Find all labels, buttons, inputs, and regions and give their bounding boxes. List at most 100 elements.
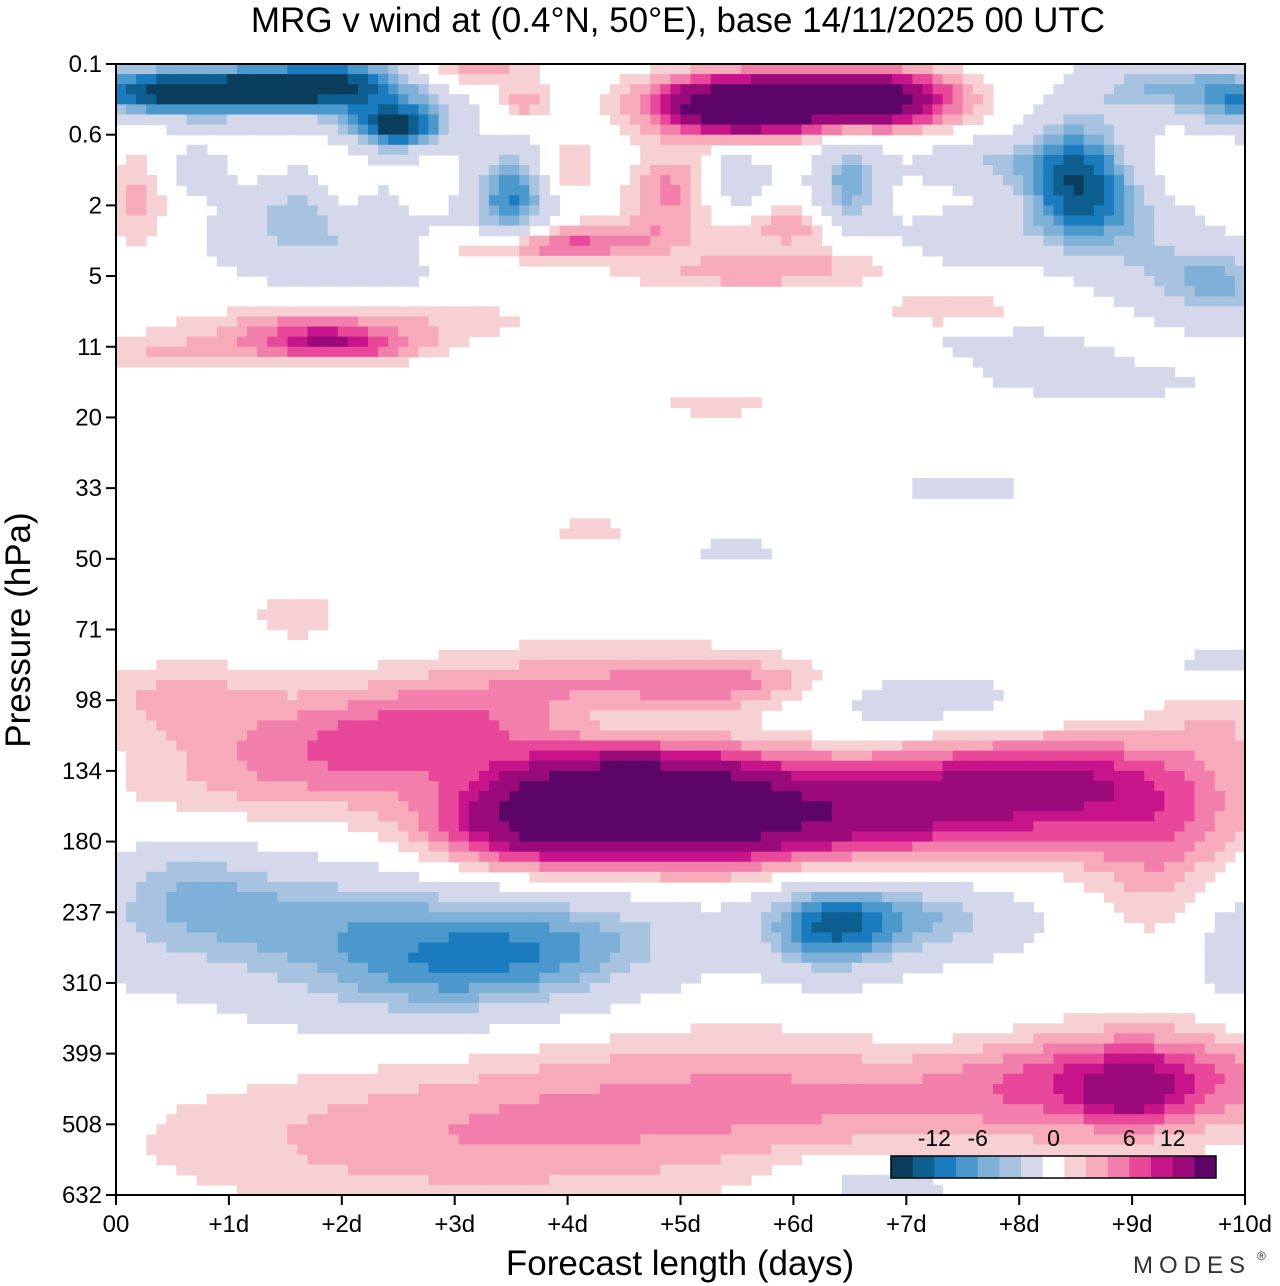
field-cell xyxy=(761,740,772,752)
field-cell xyxy=(1224,750,1236,762)
field-cell xyxy=(277,245,288,257)
field-cell xyxy=(761,791,772,802)
field-cell xyxy=(1214,64,1226,75)
field-cell xyxy=(398,205,409,217)
field-cell xyxy=(468,659,480,671)
field-cell xyxy=(398,225,409,237)
field-cell xyxy=(206,942,218,954)
field-cell xyxy=(992,932,1004,944)
field-cell xyxy=(710,84,722,95)
field-cell xyxy=(1033,164,1044,176)
field-cell xyxy=(146,326,157,338)
field-cell xyxy=(932,488,944,499)
field-cell xyxy=(337,770,349,782)
field-cell xyxy=(922,164,934,176)
field-cell xyxy=(368,700,379,711)
field-cell xyxy=(630,245,641,257)
field-cell xyxy=(337,679,349,691)
field-cell xyxy=(609,649,621,661)
field-cell xyxy=(116,195,127,206)
field-cell xyxy=(882,851,893,863)
field-cell xyxy=(690,932,702,944)
field-cell xyxy=(892,861,903,873)
field-cell xyxy=(1184,791,1196,802)
field-cell xyxy=(529,175,540,186)
field-cell xyxy=(438,841,450,853)
field-cell xyxy=(277,871,288,883)
field-cell xyxy=(811,770,823,782)
field-cell xyxy=(640,770,651,782)
field-cell xyxy=(549,225,561,237)
field-cell xyxy=(297,801,309,812)
field-cell xyxy=(357,235,369,247)
field-cell xyxy=(882,154,893,166)
field-cell xyxy=(1164,286,1176,297)
field-cell xyxy=(992,205,1004,217)
field-cell xyxy=(116,74,127,85)
field-cell xyxy=(872,710,883,721)
field-cell xyxy=(660,851,672,863)
field-cell xyxy=(1073,114,1085,126)
field-cell xyxy=(267,316,278,328)
field-cell xyxy=(1174,84,1186,95)
field-cell xyxy=(992,144,1004,156)
field-cell xyxy=(257,205,268,217)
field-cell xyxy=(609,669,621,681)
field-cell xyxy=(710,720,722,732)
field-cell xyxy=(730,114,742,126)
field-cell xyxy=(1184,74,1196,85)
field-cell xyxy=(468,74,480,85)
field-cell xyxy=(972,770,984,782)
field-cell xyxy=(509,205,520,217)
field-cell xyxy=(1124,124,1135,136)
field-cell xyxy=(751,64,762,75)
field-cell xyxy=(1103,770,1115,782)
field-cell xyxy=(902,94,913,105)
field-cell xyxy=(307,952,319,964)
field-cell xyxy=(972,336,984,348)
field-cell xyxy=(952,912,964,923)
field-cell xyxy=(872,215,883,227)
field-cell xyxy=(872,94,883,105)
field-cell xyxy=(317,74,329,85)
field-cell xyxy=(922,114,934,126)
field-cell xyxy=(640,154,651,166)
field-cell xyxy=(388,760,399,772)
field-cell xyxy=(821,154,833,166)
field-cell xyxy=(992,185,1004,196)
field-cell xyxy=(579,801,591,812)
field-cell xyxy=(378,740,389,752)
field-cell xyxy=(196,871,208,883)
field-cell xyxy=(277,770,288,782)
field-cell xyxy=(892,760,903,772)
field-cell xyxy=(781,64,792,75)
field-cell xyxy=(519,144,530,156)
field-cell xyxy=(630,811,641,822)
field-cell xyxy=(1013,770,1024,782)
field-cell xyxy=(650,114,661,126)
field-cell xyxy=(216,669,228,681)
field-cell xyxy=(136,690,147,701)
field-cell xyxy=(730,104,742,116)
field-cell xyxy=(1083,851,1095,863)
field-cell xyxy=(1214,932,1226,944)
field-cell xyxy=(378,952,389,964)
field-cell xyxy=(146,912,157,923)
field-cell xyxy=(892,892,903,903)
field-cell xyxy=(640,74,651,85)
field-cell xyxy=(277,892,288,903)
field-cell xyxy=(1103,286,1115,297)
field-cell xyxy=(146,861,157,873)
field-cell xyxy=(529,255,540,267)
field-cell xyxy=(730,235,742,247)
field-cell xyxy=(942,780,954,792)
field-cell xyxy=(368,669,379,681)
field-cell xyxy=(781,114,792,126)
field-cell xyxy=(509,770,520,782)
field-cell xyxy=(186,326,198,338)
field-cell xyxy=(1033,235,1044,247)
field-cell xyxy=(1124,851,1135,863)
field-cell xyxy=(902,74,913,85)
field-cell xyxy=(892,215,903,227)
field-cell xyxy=(136,195,147,206)
